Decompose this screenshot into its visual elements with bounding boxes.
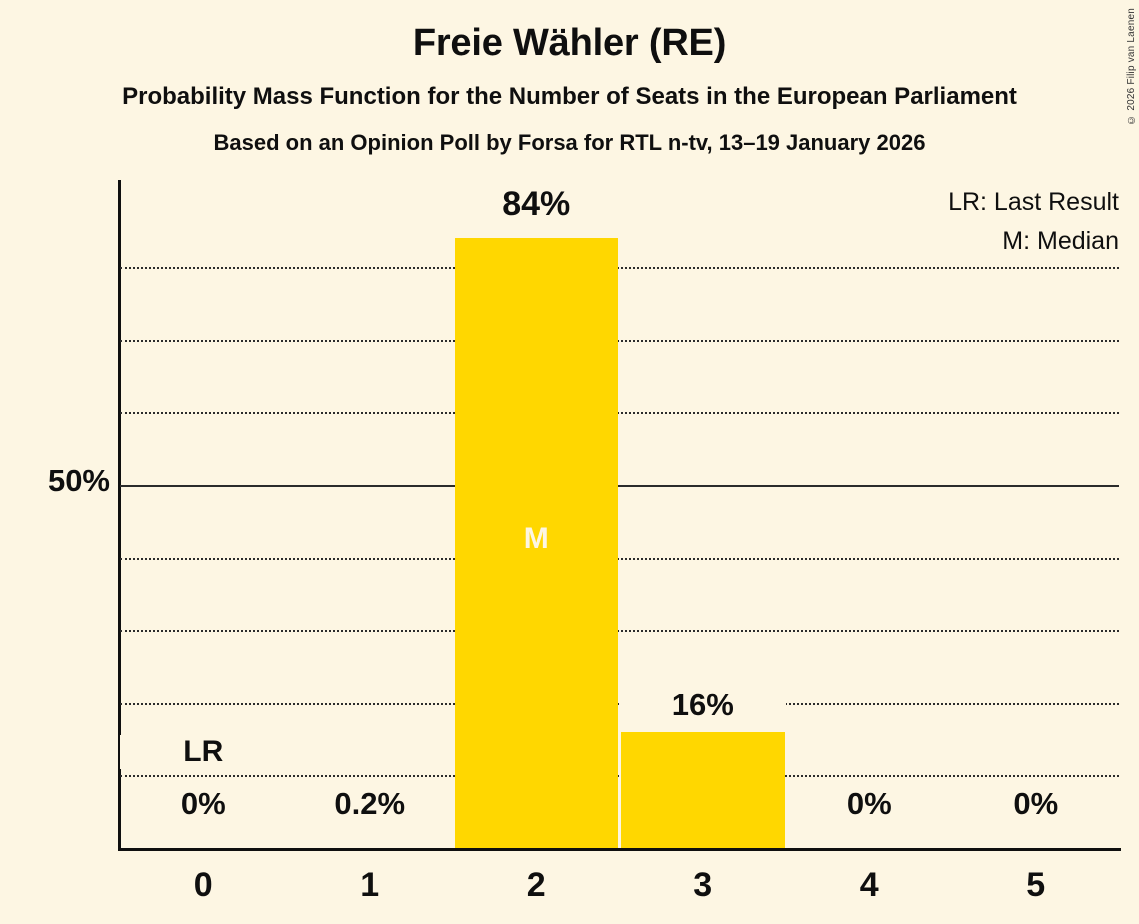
x-axis-tick-4: 4 [859,866,879,904]
gridline-40 [120,557,1119,560]
x-axis-tick-0: 0 [193,866,213,904]
y-axis-line [118,180,121,850]
gridline-70 [120,339,1119,342]
x-axis-tick-5: 5 [1026,866,1046,904]
page-title: Freie Wähler (RE) [412,22,727,64]
gridline-60 [120,412,1119,415]
value-label-2: 84% [502,185,571,224]
legend-item-last-result: LR: Last Result [948,188,1119,216]
bar-3 [621,731,785,848]
y-axis-tick-label-50: 50% [47,463,110,498]
last-result-marker: LR [120,735,287,770]
value-label-1: 0.2% [334,786,406,821]
chart-header: Freie Wähler (RE) Probability Mass Funct… [0,0,1139,154]
gridline-10 [120,775,1119,778]
gridline-80 [120,267,1119,270]
x-axis-tick-3: 3 [693,866,713,904]
median-marker: M [523,522,549,556]
value-label-4: 0% [846,786,892,821]
bar-2: M [454,238,618,848]
gridline-50 [120,484,1119,487]
copyright-notice: © 2026 Filip van Laenen [1126,8,1137,125]
value-label-3: 16% [619,686,786,723]
x-axis-line [118,848,1121,851]
plot-area: M 0% 0.2% 84% 16% 0% 0% LR [118,180,1121,851]
chart-source-note: Based on an Opinion Poll by Forsa for RT… [213,130,926,156]
gridline-30 [120,630,1119,633]
x-axis-tick-1: 1 [360,866,380,904]
x-axis-tick-2: 2 [526,866,546,904]
chart-legend: LR: Last Result M: Median [948,183,1119,261]
chart-subtitle: Probability Mass Function for the Number… [122,82,1017,110]
value-label-5: 0% [1013,786,1059,821]
value-label-0: 0% [180,786,226,821]
legend-item-median: M: Median [1002,226,1119,255]
